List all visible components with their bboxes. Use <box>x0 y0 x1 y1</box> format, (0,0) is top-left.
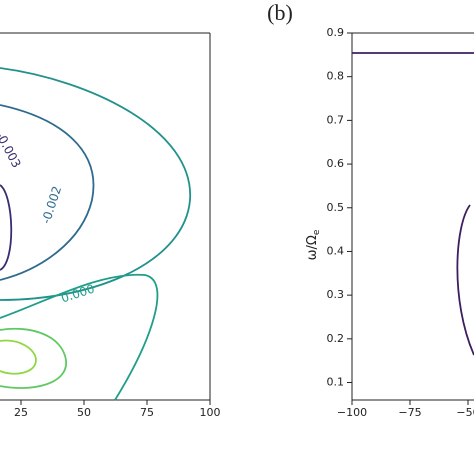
y-tick-label: 0.1 <box>327 376 345 389</box>
contour-line <box>0 339 37 375</box>
contour-label: -0.003 <box>0 129 24 170</box>
panel-label: (b) <box>267 0 293 25</box>
x-tick-label: 50 <box>77 406 91 419</box>
y-tick-label: 0.7 <box>327 113 345 126</box>
x-tick-label: 25 <box>14 406 28 419</box>
y-tick-label: 0.3 <box>327 288 345 301</box>
contour-label: 0.000 <box>59 282 96 306</box>
contour-line <box>0 327 67 389</box>
contour-line <box>456 204 474 356</box>
y-tick-label: 0.9 <box>327 26 345 39</box>
y-tick-label: 0.5 <box>327 201 345 214</box>
y-axis-label: ω/Ωe <box>305 229 322 260</box>
contour-line <box>0 104 95 281</box>
x-tick-label: 75 <box>140 406 154 419</box>
y-tick-label: 0.4 <box>327 244 345 257</box>
x-tick-label: −75 <box>398 406 421 419</box>
y-tick-label: 0.6 <box>327 157 345 170</box>
contour-line <box>0 67 191 301</box>
x-tick-label: 100 <box>200 406 221 419</box>
axes-box <box>351 32 474 401</box>
contour-line <box>0 184 13 271</box>
contour-label: -0.002 <box>39 184 64 225</box>
x-tick-label: −100 <box>337 406 367 419</box>
contour-label: 0.003 <box>0 337 2 374</box>
contour-line <box>0 273 159 401</box>
y-tick-label: 0.2 <box>327 332 345 345</box>
y-tick-label: 0.8 <box>327 70 345 83</box>
x-tick-label: −50 <box>456 406 474 419</box>
